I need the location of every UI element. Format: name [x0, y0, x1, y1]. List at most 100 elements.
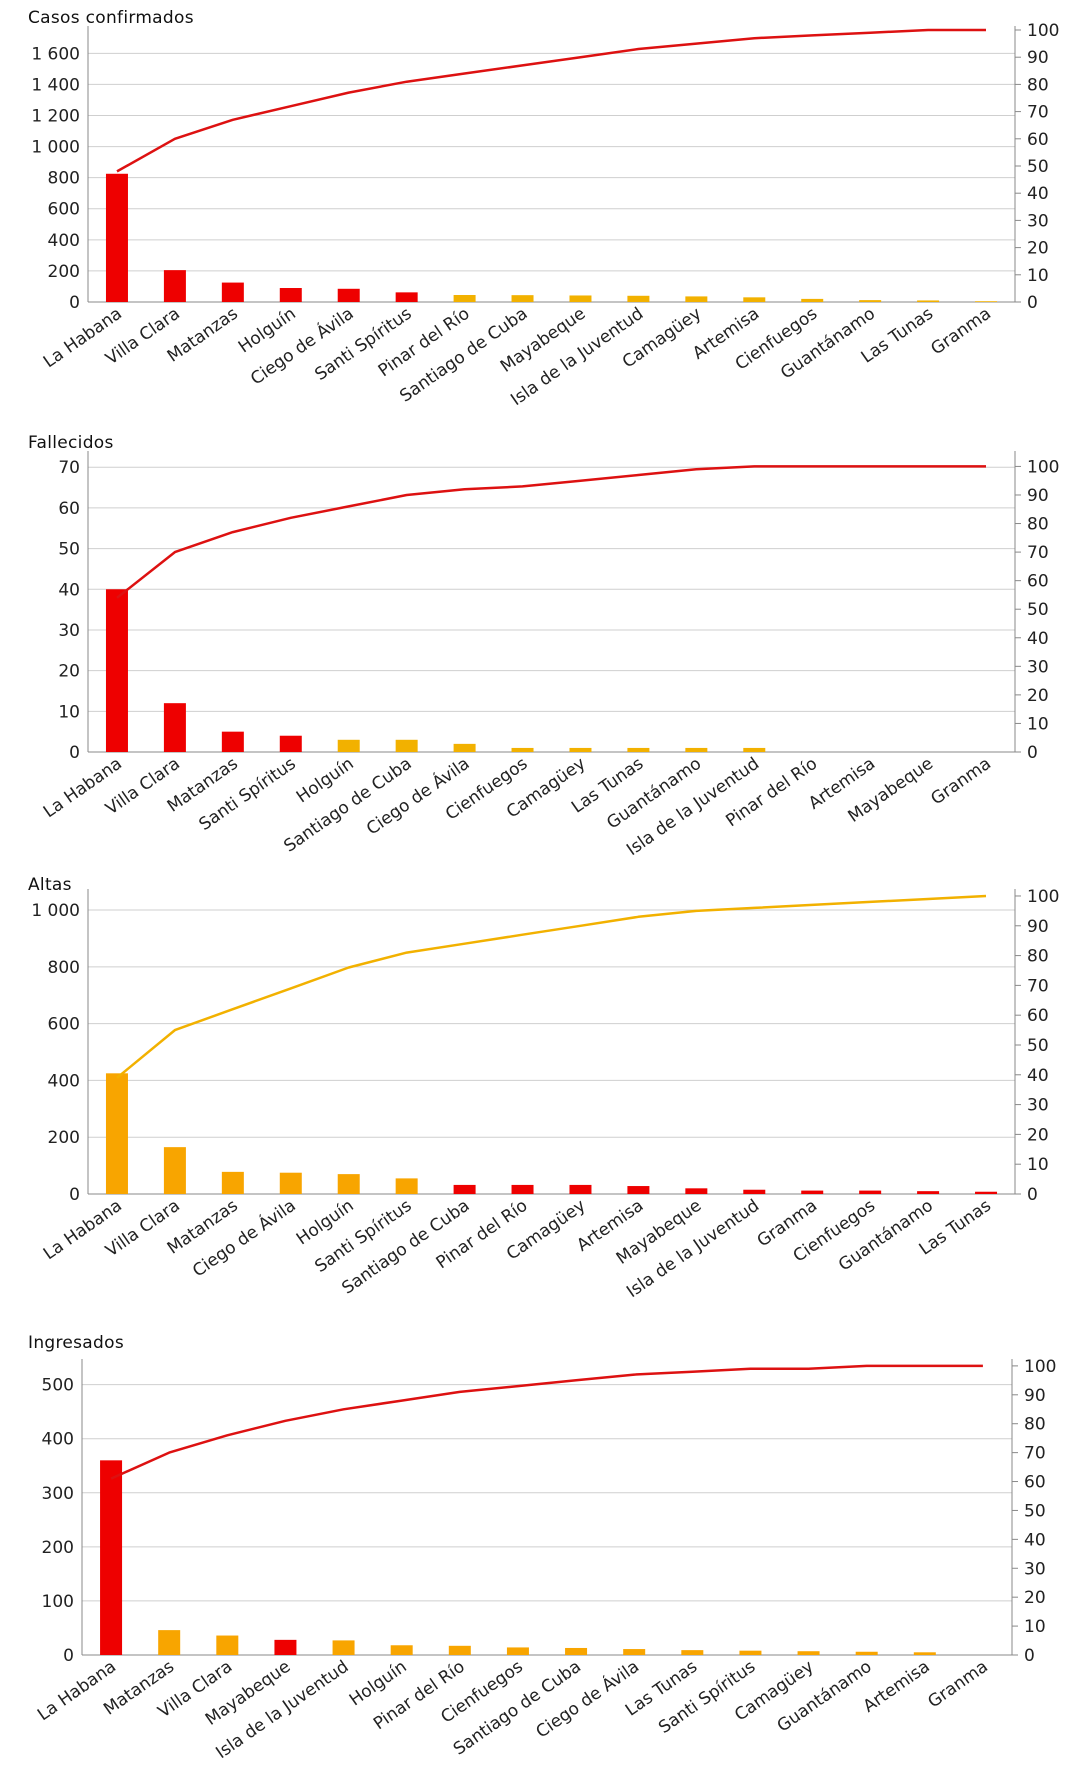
- x-tick-label: Santi Spíritus: [311, 304, 415, 385]
- bar: [221, 282, 244, 302]
- chart-title: Fallecidos: [28, 433, 114, 453]
- y-tick-label: 600: [48, 200, 80, 220]
- y2-tick-label: 30: [1027, 1096, 1049, 1116]
- bar: [395, 739, 418, 752]
- y2-tick-label: 20: [1024, 1588, 1046, 1608]
- bar: [743, 297, 766, 302]
- bar: [221, 731, 244, 752]
- y-tick-label: 20: [58, 662, 80, 682]
- bar: [511, 1184, 534, 1194]
- y-tick-label: 800: [48, 169, 80, 189]
- bar: [448, 1645, 471, 1655]
- bar: [279, 288, 302, 302]
- y2-tick-label: 0: [1024, 1646, 1035, 1666]
- bar: [453, 1184, 476, 1194]
- bar: [623, 1649, 646, 1655]
- bar: [274, 1639, 297, 1655]
- y2-tick-label: 0: [1027, 1185, 1038, 1205]
- y2-tick-label: 20: [1027, 239, 1049, 259]
- y-tick-label: 500: [42, 1376, 74, 1396]
- y2-tick-label: 30: [1024, 1559, 1046, 1579]
- y2-tick-label: 90: [1027, 917, 1049, 937]
- y-tick-label: 400: [48, 231, 80, 251]
- bar: [975, 1191, 998, 1194]
- y2-tick-label: 70: [1024, 1444, 1046, 1464]
- x-tick-label: Granma: [927, 754, 994, 810]
- y2-tick-label: 30: [1027, 211, 1049, 231]
- bar: [337, 288, 360, 302]
- y2-tick-label: 40: [1027, 629, 1049, 649]
- bar: [975, 301, 998, 302]
- bar: [627, 1186, 650, 1194]
- y2-tick-label: 20: [1027, 1125, 1049, 1145]
- bar: [913, 1652, 936, 1655]
- bar: [565, 1647, 588, 1655]
- y-tick-label: 400: [42, 1430, 74, 1450]
- bar: [395, 1178, 418, 1194]
- y-tick-label: 30: [58, 621, 80, 641]
- y2-tick-label: 100: [1027, 887, 1059, 907]
- bar: [337, 1174, 360, 1194]
- bar: [100, 1460, 123, 1655]
- bar: [917, 1191, 940, 1194]
- bar: [569, 747, 592, 752]
- y2-tick-label: 100: [1027, 457, 1059, 477]
- y2-tick-label: 60: [1027, 1006, 1049, 1026]
- y-tick-label: 200: [48, 1128, 80, 1148]
- y2-tick-label: 90: [1027, 48, 1049, 68]
- bar: [506, 1647, 529, 1655]
- bar: [511, 295, 534, 302]
- cumulative-line: [116, 465, 986, 599]
- bar: [337, 739, 360, 752]
- y2-tick-label: 70: [1027, 543, 1049, 563]
- chart-panel-casos: Casos confirmados 0 200 400 600 800 1 000 1 20…: [0, 0, 1083, 425]
- chart-altas: 0 200 400 600 800 1 000 0 10 20 30 40 50 60 70 80 90 100…: [31, 887, 1059, 1302]
- x-tick-label: Santi Spíritus: [196, 754, 300, 835]
- y-tick-label: 50: [58, 540, 80, 560]
- chart-casos: 0 200 400 600 800 1 000 1 200 1 400 1 600 0 10 20 30…: [31, 21, 1059, 410]
- y2-tick-label: 80: [1027, 75, 1049, 95]
- bar: [163, 270, 186, 302]
- bar: [685, 296, 708, 302]
- bar: [158, 1630, 181, 1655]
- chart-title: Ingresados: [28, 1333, 124, 1353]
- y-tick-label: 600: [48, 1015, 80, 1035]
- bar: [685, 1188, 708, 1194]
- bar: [390, 1645, 413, 1655]
- x-tick-label: Artemisa: [860, 1657, 934, 1717]
- bar: [105, 589, 128, 752]
- y-tick-label: 10: [58, 702, 80, 722]
- y2-tick-label: 50: [1024, 1501, 1046, 1521]
- y2-tick-label: 50: [1027, 1036, 1049, 1056]
- y-tick-label: 100: [42, 1592, 74, 1612]
- y2-tick-label: 80: [1027, 515, 1049, 535]
- y2-tick-label: 40: [1027, 184, 1049, 204]
- chart-title: Altas: [28, 875, 72, 895]
- y-tick-label: 400: [48, 1071, 80, 1091]
- y-tick-label: 0: [69, 293, 80, 313]
- y2-tick-label: 100: [1024, 1357, 1056, 1377]
- bar: [743, 747, 766, 752]
- y2-tick-label: 0: [1027, 743, 1038, 763]
- x-tick-label: La Habana: [34, 1657, 120, 1726]
- y2-tick-label: 40: [1027, 1066, 1049, 1086]
- chart-ingresados: 0 100 200 300 400 500 0 10 20 30 40 50 60 70 80 90 100 La…: [34, 1357, 1056, 1763]
- bar: [917, 300, 940, 302]
- y2-tick-label: 60: [1027, 572, 1049, 592]
- chart-fallecidos: 0102030405060700102030405060708090100La …: [40, 451, 1059, 860]
- bar: [801, 1190, 824, 1194]
- bar: [681, 1650, 704, 1655]
- bar: [743, 1189, 766, 1194]
- cumulative-line: [110, 1364, 983, 1480]
- y2-tick-label: 20: [1027, 686, 1049, 706]
- y2-tick-label: 50: [1027, 600, 1049, 620]
- bar: [739, 1650, 762, 1655]
- bar: [569, 1184, 592, 1194]
- bar: [221, 1171, 244, 1194]
- bar: [511, 747, 534, 752]
- bar: [216, 1635, 239, 1655]
- cumulative-line: [116, 894, 987, 1079]
- x-tick-label: Granma: [927, 304, 994, 360]
- bar: [797, 1651, 820, 1655]
- y2-tick-label: 80: [1024, 1415, 1046, 1435]
